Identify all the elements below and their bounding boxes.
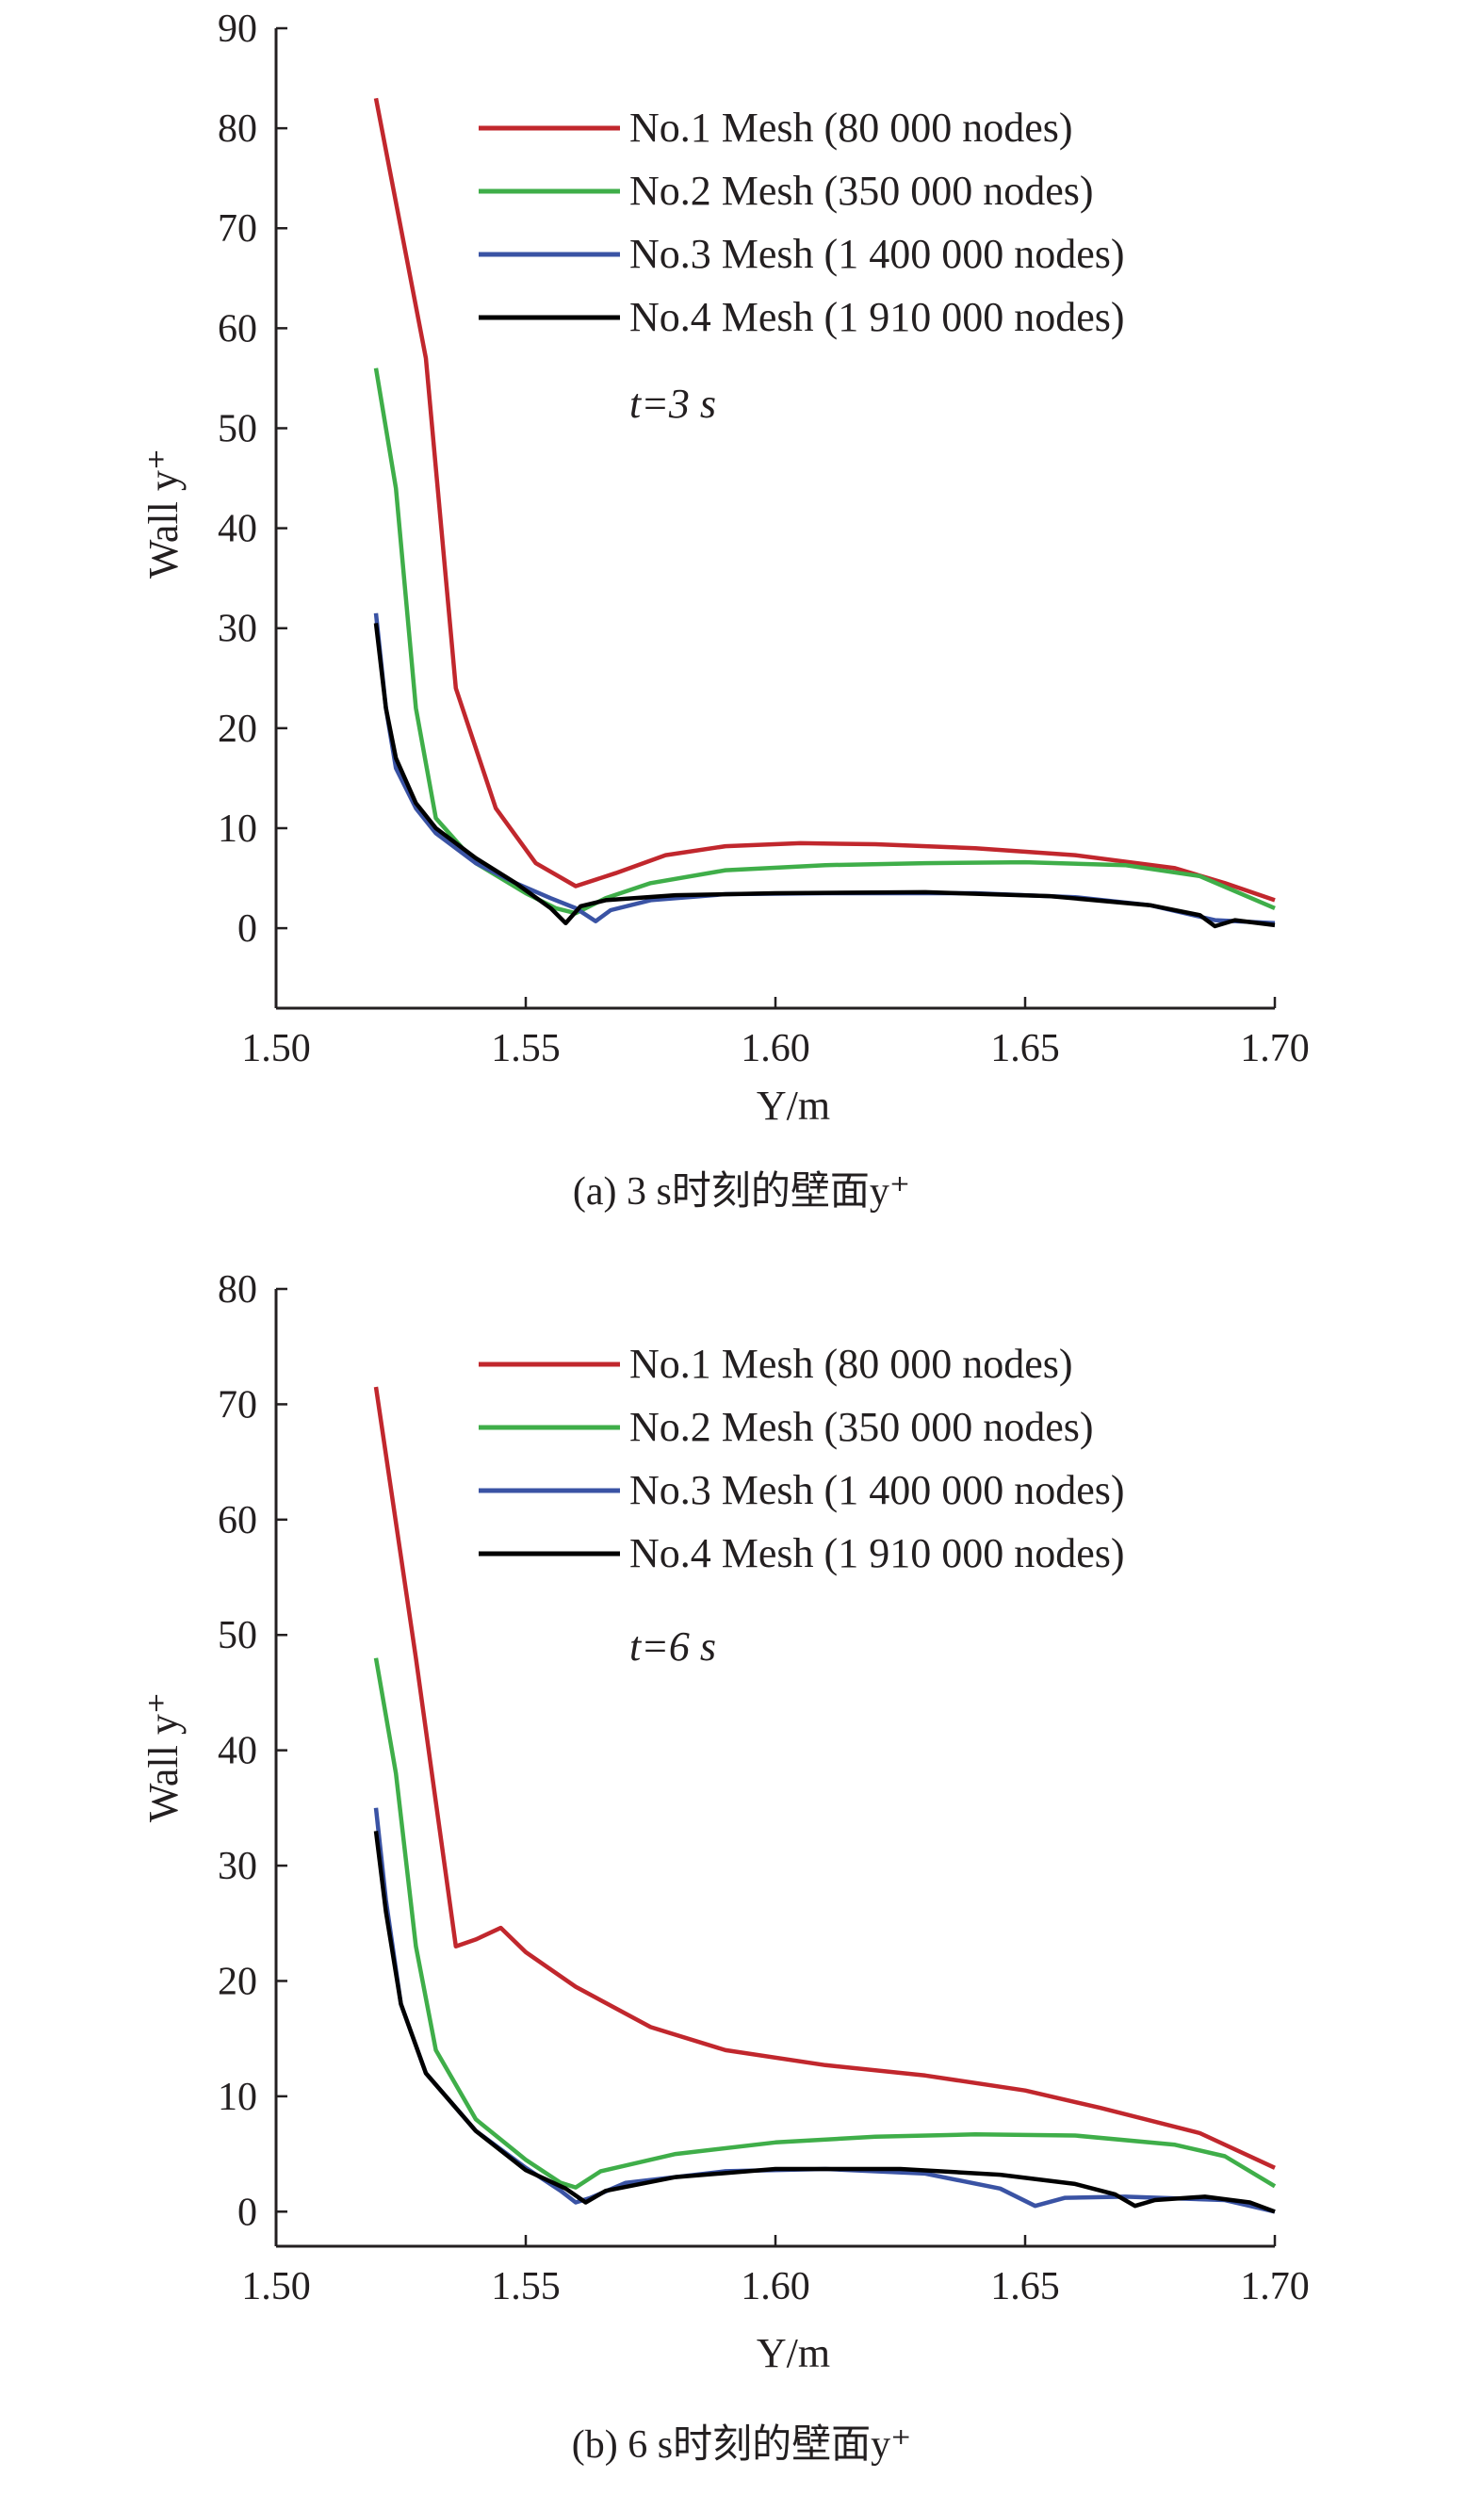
- chart-panel-a: 0 10 20 30 40 50 60 70 80 90 1.50 1.55 1.60 1.65 1.70 N…: [140, 8, 1310, 1214]
- series-line-b-1: [373, 1386, 1276, 2170]
- plot-area-b: 0 10 20 30 40 50 60 70 80 1.50 1.55 1.60 1.65 1.70 No.…: [218, 1268, 1310, 2308]
- annotation-b: t=6 s: [629, 1623, 716, 1670]
- chart-panel-b: 0 10 20 30 40 50 60 70 80 1.50 1.55 1.60 1.65 1.70 No.…: [140, 1268, 1310, 2467]
- x-tick-label: 1.60: [741, 1027, 810, 1070]
- y-tick-label: 80: [218, 1268, 257, 1312]
- y-tick-label: 50: [218, 1614, 257, 1657]
- legend-label: No.1 Mesh (80 000 nodes): [629, 1341, 1073, 1387]
- annotation-a: t=3 s: [629, 381, 716, 427]
- y-tick-label: 40: [218, 1730, 257, 1773]
- x-tick-label: 1.60: [741, 2265, 810, 2308]
- series-line-b-2: [373, 1657, 1277, 2190]
- y-tick-label: 70: [218, 1383, 257, 1427]
- series-line-b-4: [373, 1831, 1276, 2214]
- x-axis-label-a: Y/m: [757, 1083, 830, 1129]
- series-line-a-1: [373, 97, 1276, 903]
- y-tick-label: 20: [218, 708, 257, 751]
- x-tick-label: 1.55: [491, 2265, 561, 2308]
- caption-b: (b) 6 s时刻的壁面y⁺: [572, 2423, 912, 2467]
- x-tick-label: 1.50: [241, 1027, 311, 1070]
- y-tick-label: 0: [237, 2191, 257, 2234]
- series-line-a-4: [373, 623, 1276, 929]
- x-axis-label-b: Y/m: [757, 2330, 830, 2376]
- y-tick-label: 0: [237, 907, 257, 951]
- x-tick-label: 1.65: [990, 1027, 1060, 1070]
- legend-label: No.2 Mesh (350 000 nodes): [629, 1404, 1094, 1450]
- y-tick-label: 60: [218, 1499, 257, 1542]
- x-tick-label: 1.70: [1240, 2265, 1310, 2308]
- legend-label: No.4 Mesh (1 910 000 nodes): [629, 294, 1125, 340]
- series-line-b-3: [373, 1807, 1276, 2214]
- y-tick-label: 30: [218, 608, 257, 651]
- y-tick-label: 20: [218, 1960, 257, 2003]
- series-line-a-3: [373, 612, 1276, 926]
- y-tick-label: 30: [218, 1845, 257, 1888]
- legend-label: No.4 Mesh (1 910 000 nodes): [629, 1530, 1125, 1576]
- y-tick-label: 90: [218, 8, 257, 51]
- legend-label: No.3 Mesh (1 400 000 nodes): [629, 231, 1125, 277]
- legend-label: No.2 Mesh (350 000 nodes): [629, 168, 1094, 214]
- x-tick-label: 1.70: [1240, 1027, 1310, 1070]
- legend-label: No.1 Mesh (80 000 nodes): [629, 105, 1073, 151]
- y-tick-label: 10: [218, 2076, 257, 2119]
- y-tick-label: 10: [218, 807, 257, 851]
- y-axis-label-b: Wall y⁺: [140, 1692, 187, 1822]
- x-tick-label: 1.65: [990, 2265, 1060, 2308]
- caption-a: (a) 3 s时刻的壁面y⁺: [573, 1170, 910, 1214]
- y-tick-label: 50: [218, 407, 257, 450]
- x-tick-label: 1.55: [491, 1027, 561, 1070]
- y-tick-label: 40: [218, 508, 257, 551]
- y-tick-label: 60: [218, 307, 257, 351]
- legend-label: No.3 Mesh (1 400 000 nodes): [629, 1467, 1125, 1513]
- y-tick-label: 80: [218, 107, 257, 151]
- y-tick-label: 70: [218, 207, 257, 251]
- x-tick-label: 1.50: [241, 2265, 311, 2308]
- plot-area-a: 0 10 20 30 40 50 60 70 80 90 1.50 1.55 1.60 1.65 1.70 N…: [218, 8, 1310, 1070]
- y-axis-label-a: Wall y⁺: [140, 448, 187, 579]
